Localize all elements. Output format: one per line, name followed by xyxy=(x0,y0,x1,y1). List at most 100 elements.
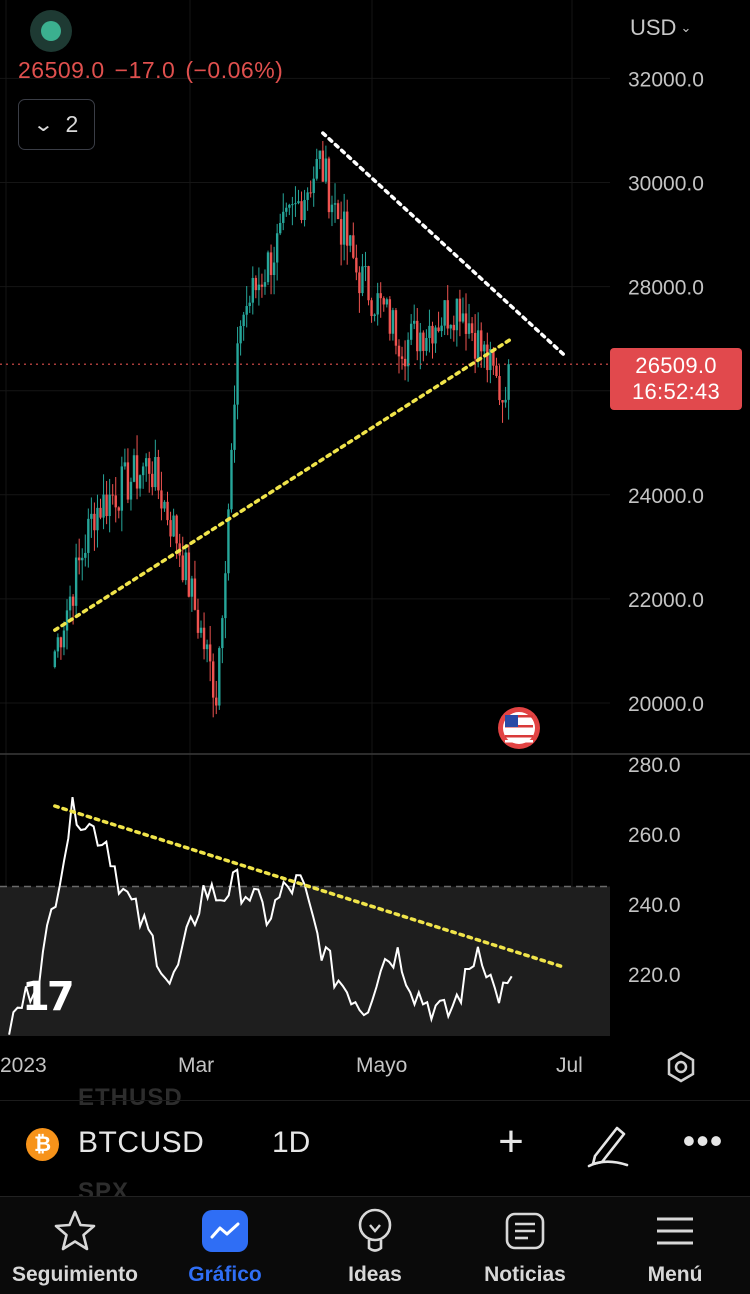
tab-ideas[interactable]: Ideas xyxy=(300,1207,450,1287)
indicators-collapse-button[interactable]: ⌄ 2 xyxy=(18,99,95,150)
last-price: 26509.0 xyxy=(18,57,105,83)
candle-body xyxy=(254,277,258,291)
candle-body xyxy=(504,399,507,403)
price-change: −17.0 xyxy=(114,57,176,83)
flag-canton xyxy=(505,715,518,727)
interval-selector[interactable]: 1D xyxy=(272,1126,311,1159)
tab-noticias[interactable]: Noticias xyxy=(450,1207,600,1287)
candle-body xyxy=(157,457,160,491)
candle-body xyxy=(90,513,93,519)
candle-body xyxy=(330,204,334,213)
candle-body xyxy=(190,578,194,597)
candle-body xyxy=(205,644,209,650)
candle-body xyxy=(114,495,117,508)
candle-body xyxy=(291,204,294,206)
current-price-label: 26509.0 xyxy=(635,353,717,378)
candle-body xyxy=(483,344,486,352)
yellow-trendline xyxy=(53,336,514,632)
candle-body xyxy=(111,494,114,496)
candle-body xyxy=(227,509,230,574)
candle-body xyxy=(373,314,376,317)
candle-body xyxy=(321,150,325,182)
candle-body xyxy=(431,325,434,344)
currency-selector[interactable]: USD ⌄ xyxy=(630,15,691,41)
tradingview-logo[interactable]: 17 xyxy=(22,974,75,1020)
candle-body xyxy=(470,323,474,333)
tab-seguimiento[interactable]: Seguimiento xyxy=(0,1207,150,1287)
tab-label: Menú xyxy=(647,1263,703,1286)
star-icon xyxy=(54,1210,96,1251)
candle-body xyxy=(257,284,261,291)
candle-body xyxy=(132,455,136,482)
candle-body xyxy=(181,555,184,581)
candle-body xyxy=(492,348,495,366)
price-chart[interactable]: 20000.0 22000.0 24000.0 28000.0 30000.0 32000… xyxy=(0,0,750,1090)
candle-body xyxy=(391,310,395,334)
candle-body xyxy=(461,313,465,322)
time-axis[interactable]: 2023 Mar Mayo Jul xyxy=(0,1040,750,1090)
candle-body xyxy=(71,596,75,606)
candle-body xyxy=(196,609,200,633)
symbol-selector[interactable]: BTCUSD xyxy=(78,1126,205,1159)
candle-body xyxy=(175,515,178,544)
tab-label: Noticias xyxy=(484,1263,566,1286)
oscillator-axis-label: 260.0 xyxy=(628,824,681,847)
candle-body xyxy=(81,557,84,561)
candle-body xyxy=(120,466,124,511)
flag-stripe xyxy=(505,720,533,723)
candle-body xyxy=(279,222,282,234)
add-button[interactable]: + xyxy=(498,1117,524,1166)
candle-body xyxy=(172,515,175,537)
candle-body xyxy=(327,158,331,213)
bar-countdown: 16:52:43 xyxy=(631,379,721,404)
tab-menu[interactable]: Menú xyxy=(600,1207,750,1287)
tab-grafico[interactable]: Gráfico xyxy=(150,1207,300,1287)
candle-body xyxy=(266,252,270,283)
chevron-down-icon: ⌄ xyxy=(680,20,692,35)
price-axis-label: 32000.0 xyxy=(628,68,704,91)
price-axis-label: 22000.0 xyxy=(628,589,704,612)
candle-body xyxy=(358,272,361,294)
chevron-down-icon: ⌄ xyxy=(32,114,54,136)
candle-body xyxy=(126,462,130,500)
more-options-icon[interactable]: ••• xyxy=(682,1120,724,1161)
candle-body xyxy=(315,158,318,179)
candle-body xyxy=(443,300,446,326)
candle-body xyxy=(62,630,66,648)
candle-body xyxy=(56,637,60,652)
candle-body xyxy=(208,644,212,662)
candle-body xyxy=(464,313,468,334)
chart-settings-icon[interactable] xyxy=(664,1050,698,1084)
market-status-icon xyxy=(30,10,72,52)
candle-body xyxy=(452,324,456,331)
candle-body xyxy=(68,596,72,611)
tab-label: Seguimiento xyxy=(11,1263,138,1286)
oscillator-axis-label: 240.0 xyxy=(628,894,681,917)
candle-body xyxy=(425,337,428,351)
candle-body xyxy=(364,266,367,268)
candle-body xyxy=(379,293,382,299)
candle-body xyxy=(108,494,111,517)
candle-body xyxy=(294,203,297,205)
candle-body xyxy=(138,475,142,489)
tab-label: Ideas xyxy=(348,1263,402,1286)
flag-stripe xyxy=(505,725,533,728)
candle-body xyxy=(53,651,57,668)
candle-body xyxy=(449,324,452,329)
drawing-tools-icon[interactable] xyxy=(585,1120,631,1168)
candle-body xyxy=(361,266,364,294)
candle-body xyxy=(129,481,133,500)
candle-body xyxy=(260,284,264,287)
candle-body xyxy=(236,343,239,405)
candle-body xyxy=(312,178,315,194)
chart-area[interactable]: 20000.0 22000.0 24000.0 28000.0 30000.0 32000… xyxy=(0,0,750,1090)
candle-body xyxy=(495,365,498,377)
indicator-count: 2 xyxy=(65,111,79,137)
candle-body xyxy=(385,299,389,305)
candle-body xyxy=(218,648,221,706)
candle-body xyxy=(141,466,145,476)
candle-body xyxy=(59,637,63,648)
tab-label: Gráfico xyxy=(188,1263,262,1286)
candle-body xyxy=(467,323,471,334)
candle-body xyxy=(300,201,303,221)
